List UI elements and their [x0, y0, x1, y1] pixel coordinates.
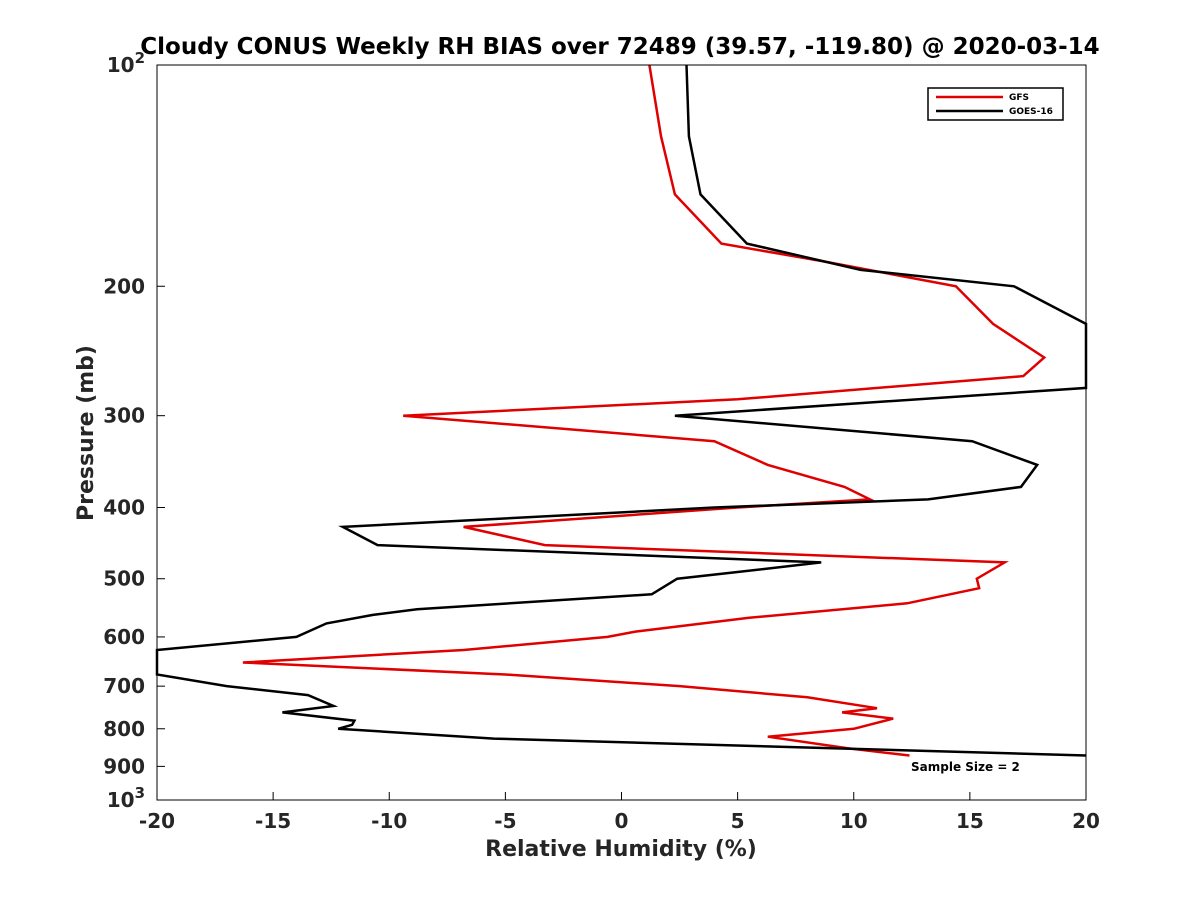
series-line-gfs	[242, 64, 1047, 757]
x-tick-label: -15	[255, 809, 291, 833]
y-tick-label: 400	[103, 496, 145, 520]
x-tick-label: -10	[371, 809, 407, 833]
x-axis-label: Relative Humidity (%)	[485, 837, 757, 862]
sample-size-annotation: Sample Size = 2	[911, 760, 1020, 774]
x-tick-label: 0	[615, 809, 629, 833]
plot-frame	[156, 64, 1087, 801]
y-ticks: 102 200 300 400 500 600 700 800 900 103	[103, 49, 165, 812]
x-tick-label: -5	[494, 809, 516, 833]
y-tick-label: 103	[107, 784, 145, 812]
y-tick-label: 500	[103, 567, 145, 591]
legend: GFS GOES-16	[927, 87, 1064, 121]
y-tick-label: 300	[103, 404, 145, 428]
x-tick-label: -20	[139, 809, 175, 833]
y-tick-label: 900	[103, 754, 145, 778]
x-tick-label: 5	[731, 809, 745, 833]
series-line-goes-16	[155, 64, 1088, 757]
y-axis-label: Pressure (mb)	[74, 345, 99, 521]
y-tick-label: 700	[103, 674, 145, 698]
x-tick-label: 10	[840, 809, 868, 833]
x-ticks: -20 -15 -10 -5 0 5 10 15 20	[139, 792, 1100, 833]
x-tick-label: 15	[956, 809, 984, 833]
y-tick-label: 800	[103, 717, 145, 741]
y-tick-label: 600	[103, 625, 145, 649]
legend-box	[927, 87, 1064, 121]
series-layer	[155, 64, 1088, 757]
y-tick-label: 200	[103, 274, 145, 298]
legend-label-gfs: GFS	[1009, 93, 1029, 103]
chart-title: Cloudy CONUS Weekly RH BIAS over 72489 (…	[140, 34, 1099, 60]
x-tick-label: 20	[1072, 809, 1100, 833]
y-tick-label: 102	[107, 49, 145, 77]
legend-label-goes16: GOES-16	[1009, 107, 1053, 117]
